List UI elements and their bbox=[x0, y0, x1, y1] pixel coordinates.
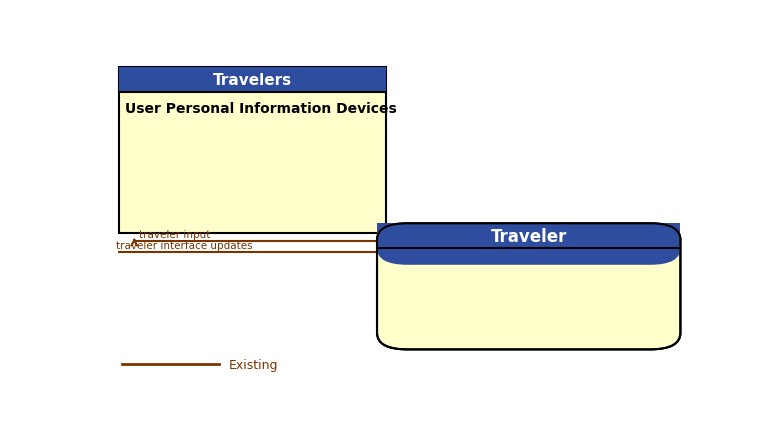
FancyBboxPatch shape bbox=[377, 224, 680, 265]
Text: traveler interface updates: traveler interface updates bbox=[116, 240, 253, 250]
Bar bbox=[119, 68, 386, 233]
FancyBboxPatch shape bbox=[377, 224, 680, 350]
Text: Traveler: Traveler bbox=[490, 227, 567, 245]
Bar bbox=[119, 68, 386, 93]
Text: Travelers: Travelers bbox=[213, 73, 292, 88]
Bar bbox=[377, 224, 680, 249]
Text: Existing: Existing bbox=[229, 358, 278, 371]
Text: User Personal Information Devices: User Personal Information Devices bbox=[125, 101, 397, 115]
Text: traveler input: traveler input bbox=[139, 229, 211, 239]
